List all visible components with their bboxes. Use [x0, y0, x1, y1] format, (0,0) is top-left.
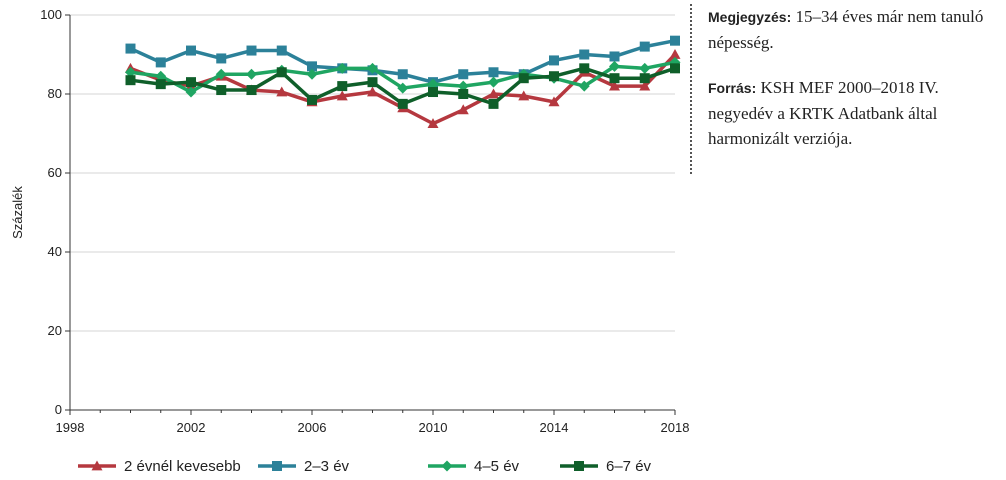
- line-chart: 0 20 40 60 80 100 1998 2002 2006 2010 2014 2018 Száz…: [10, 7, 690, 475]
- data-point-series-2: [155, 70, 167, 82]
- data-point-series-3: [276, 67, 287, 78]
- legend-marker-3: [574, 461, 584, 471]
- data-point-series-1: [458, 69, 469, 80]
- data-point-series-3: [428, 87, 438, 98]
- data-point-series-2: [609, 60, 620, 72]
- data-point-series-3: [367, 77, 378, 88]
- legend-label-0: 2 évnél kevesebb: [124, 458, 241, 475]
- data-point-series-2: [639, 62, 651, 74]
- data-point-series-2: [427, 78, 439, 90]
- data-point-series-1: [276, 45, 287, 56]
- x-tick-label: 2018: [661, 420, 690, 435]
- y-axis-label: Százalék: [10, 186, 25, 239]
- y-tick-label: 20: [48, 323, 62, 338]
- data-point-series-0: [488, 88, 499, 99]
- data-point-series-1: [307, 61, 317, 72]
- y-tick-label: 80: [48, 86, 62, 101]
- y-tick-label: 100: [40, 7, 62, 22]
- data-point-series-3: [246, 85, 257, 96]
- data-point-series-0: [427, 118, 439, 129]
- data-point-series-0: [457, 104, 469, 115]
- data-point-series-2: [125, 66, 136, 78]
- note-label: Megjegyzés:: [708, 9, 792, 25]
- y-tick-label: 60: [48, 165, 62, 180]
- x-tick-label: 2002: [177, 420, 206, 435]
- data-point-series-1: [186, 45, 196, 56]
- data-point-series-0: [669, 49, 681, 59]
- legend-label-1: 2–3 év: [304, 458, 350, 475]
- data-point-series-3: [488, 98, 499, 109]
- data-point-series-0: [518, 90, 530, 101]
- data-point-series-3: [307, 94, 317, 105]
- data-point-series-2: [457, 80, 469, 92]
- data-point-series-0: [336, 90, 348, 101]
- data-point-series-3: [518, 73, 529, 84]
- source-label: Forrás:: [708, 80, 757, 96]
- data-point-series-1: [216, 53, 227, 64]
- note-paragraph: Megjegyzés: 15–34 éves már nem tanuló né…: [708, 4, 1002, 55]
- data-point-series-1: [488, 67, 499, 78]
- x-tick-label: 1998: [56, 420, 85, 435]
- data-point-series-3: [639, 73, 650, 84]
- data-point-series-3: [337, 81, 348, 92]
- legend-marker-1: [272, 461, 282, 471]
- source-paragraph: Forrás: KSH MEF 2000–2018 IV. negyedév a…: [708, 75, 1002, 151]
- data-point-series-1: [549, 55, 559, 66]
- legend-label-2: 4–5 év: [474, 458, 520, 475]
- data-point-series-2: [246, 68, 257, 80]
- data-point-series-2: [578, 80, 590, 92]
- x-tick-label: 2014: [540, 420, 569, 435]
- legend-label-3: 6–7 év: [606, 458, 652, 475]
- data-point-series-3: [549, 71, 559, 82]
- data-point-series-1: [397, 69, 408, 80]
- data-point-series-3: [125, 75, 136, 86]
- data-point-series-1: [609, 51, 620, 62]
- data-point-series-2: [336, 62, 348, 74]
- y-tick-label: 40: [48, 244, 62, 259]
- data-point-series-0: [639, 80, 651, 91]
- data-point-series-0: [609, 80, 620, 91]
- data-point-series-3: [155, 79, 166, 90]
- x-tick-label: 2010: [419, 420, 448, 435]
- data-point-series-3: [216, 85, 227, 96]
- data-point-series-1: [670, 35, 680, 46]
- data-point-series-3: [397, 98, 408, 109]
- legend-marker-2: [441, 460, 453, 472]
- x-tick-label: 2006: [298, 420, 327, 435]
- notes-panel: Megjegyzés: 15–34 éves már nem tanuló né…: [690, 4, 1002, 174]
- data-point-series-2: [185, 86, 197, 98]
- data-point-series-2: [488, 76, 499, 88]
- data-point-series-2: [306, 68, 318, 80]
- data-point-series-2: [397, 82, 409, 94]
- data-point-series-1: [125, 43, 136, 54]
- data-point-series-1: [639, 41, 650, 52]
- data-point-series-1: [246, 45, 257, 56]
- data-point-series-2: [367, 62, 378, 74]
- note-text: 15–34 éves már nem tanuló népesség.: [708, 7, 984, 52]
- data-point-series-0: [548, 96, 560, 107]
- data-point-series-3: [609, 73, 620, 84]
- data-point-series-1: [155, 57, 166, 68]
- data-point-series-0: [276, 86, 288, 97]
- data-point-series-1: [579, 49, 590, 60]
- source-text: KSH MEF 2000–2018 IV. negyedév a KRTK Ad…: [708, 78, 939, 148]
- legend-marker-0: [91, 460, 103, 471]
- data-point-series-3: [670, 63, 680, 74]
- data-point-series-3: [186, 77, 196, 88]
- data-point-series-3: [458, 89, 469, 99]
- data-point-series-2: [215, 68, 227, 80]
- data-point-series-0: [367, 86, 378, 97]
- y-tick-label: 0: [55, 402, 62, 417]
- data-point-series-3: [579, 63, 590, 74]
